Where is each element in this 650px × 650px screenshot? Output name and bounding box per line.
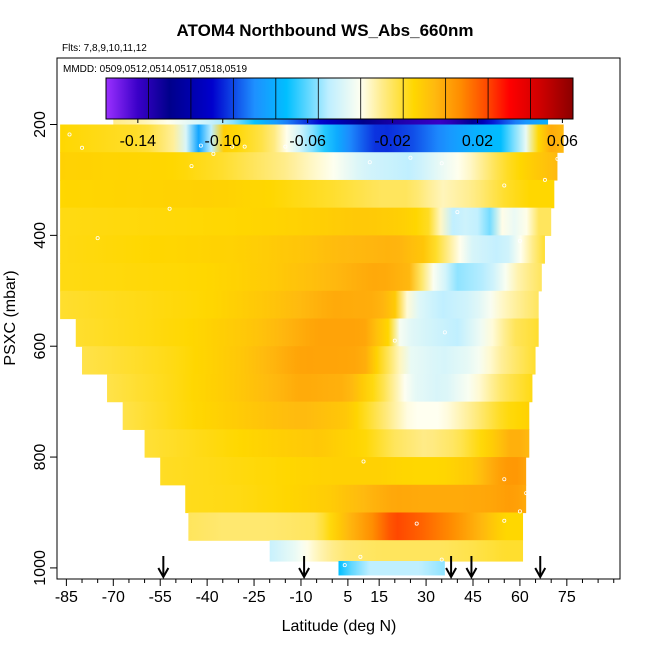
- x-tick-label: -70: [102, 589, 125, 606]
- colorbar-tick-label: -0.02: [374, 133, 411, 150]
- observation-point: [67, 132, 72, 137]
- observation-point: [283, 144, 288, 149]
- y-tick-label: 600: [32, 333, 49, 360]
- colorbar-gradient: [106, 78, 573, 119]
- observation-point: [95, 116, 100, 121]
- observation-point: [502, 183, 507, 188]
- heatmap-row: [269, 540, 524, 562]
- observation-point: [358, 554, 363, 559]
- x-tick-label: -40: [196, 589, 219, 606]
- heatmap-row: [60, 290, 539, 320]
- observation-point: [361, 459, 366, 464]
- heatmap-cells: [60, 103, 564, 576]
- observation-point: [80, 145, 85, 150]
- x-tick-label: 75: [558, 589, 576, 606]
- x-tick-label: 30: [417, 589, 435, 606]
- colorbar-frame: [105, 77, 574, 120]
- observation-point: [414, 521, 419, 526]
- x-axis: -85 -70 -55 -40 -25 -10 5 15 30 45 60 75: [55, 579, 615, 606]
- colorbar: [105, 77, 574, 120]
- observation-point: [211, 151, 216, 156]
- profile-arrow: [157, 556, 170, 580]
- heatmap-row: [107, 373, 533, 403]
- x-tick-label: -10: [289, 589, 312, 606]
- observation-point: [502, 518, 507, 523]
- observation-point: [367, 160, 372, 165]
- heatmap-row: [60, 179, 555, 209]
- observation-point: [230, 144, 235, 149]
- plot-frame: [56, 57, 621, 580]
- observation-point: [502, 477, 507, 482]
- heatmap-row: [185, 484, 527, 514]
- colorbar-tick-label: 0.06: [547, 133, 578, 150]
- heatmap-row: [75, 318, 539, 347]
- observation-points: [67, 116, 560, 568]
- colorbar-tick-label: -0.06: [289, 133, 326, 150]
- observation-point: [95, 236, 100, 241]
- colorbar-tick-label: -0.10: [205, 133, 242, 150]
- heatmap-row: [60, 263, 542, 292]
- x-tick-label: 45: [464, 589, 482, 606]
- heatmap-row: [122, 401, 530, 430]
- y-tick-label: 200: [32, 111, 49, 138]
- x-axis-label: Latitude (deg N): [282, 618, 397, 635]
- observation-point: [442, 330, 447, 335]
- heatmap-row: [160, 457, 527, 486]
- y-tick-label: 1000: [32, 550, 49, 586]
- flights-label: Flts: 7,8,9,10,11,12: [62, 43, 147, 54]
- observation-point: [517, 238, 522, 243]
- y-axis: 200 400 600 800 1000: [32, 111, 57, 586]
- heatmap-row: [60, 124, 564, 153]
- observation-point: [439, 161, 444, 166]
- profile-arrows: [157, 556, 547, 580]
- profile-arrow: [534, 556, 547, 580]
- observation-point: [455, 210, 460, 215]
- y-tick-label: 800: [32, 444, 49, 471]
- profile-arrow: [465, 556, 478, 580]
- observation-point: [167, 206, 172, 211]
- profile-arrow: [298, 556, 310, 580]
- heatmap-row: [144, 429, 530, 458]
- x-tick-label: 15: [370, 589, 388, 606]
- y-axis-label: PSXC (mbar): [2, 270, 19, 365]
- y-tick-label: 400: [32, 222, 49, 249]
- x-tick-label: -85: [55, 589, 78, 606]
- observation-point: [517, 509, 522, 514]
- observation-point: [198, 143, 203, 148]
- x-tick-label: -55: [149, 589, 172, 606]
- heatmap-row: [82, 346, 536, 375]
- colorbar-tick-label: 0.02: [462, 133, 493, 150]
- heatmap-row: [60, 207, 552, 236]
- heatmap-row: [60, 235, 545, 264]
- observation-point: [524, 491, 529, 496]
- observation-point: [242, 144, 247, 149]
- observation-point: [392, 338, 397, 343]
- observation-point: [180, 499, 185, 504]
- heatmap-row: [60, 152, 558, 181]
- observation-point: [555, 156, 560, 161]
- colorbar-tick-label: -0.14: [120, 133, 157, 150]
- observation-point: [408, 155, 413, 160]
- observation-point: [555, 194, 560, 199]
- x-tick-label: 60: [511, 589, 529, 606]
- observation-point: [189, 164, 194, 169]
- heatmap-row: [188, 512, 524, 541]
- observation-point: [342, 563, 347, 568]
- observation-point: [439, 557, 444, 562]
- observation-point: [542, 177, 547, 182]
- chart-title: ATOM4 Northbound WS_Abs_660nm: [177, 21, 474, 40]
- colorbar-tick-labels: -0.14 -0.10 -0.06 -0.02 0.02 0.06: [120, 119, 578, 150]
- x-tick-label: -25: [242, 589, 265, 606]
- heatmap-row: [338, 560, 445, 576]
- profile-arrow: [445, 556, 457, 580]
- x-tick-label: 5: [343, 589, 352, 606]
- dates-label: MMDD: 0509,0512,0514,0517,0518,0519: [63, 64, 247, 75]
